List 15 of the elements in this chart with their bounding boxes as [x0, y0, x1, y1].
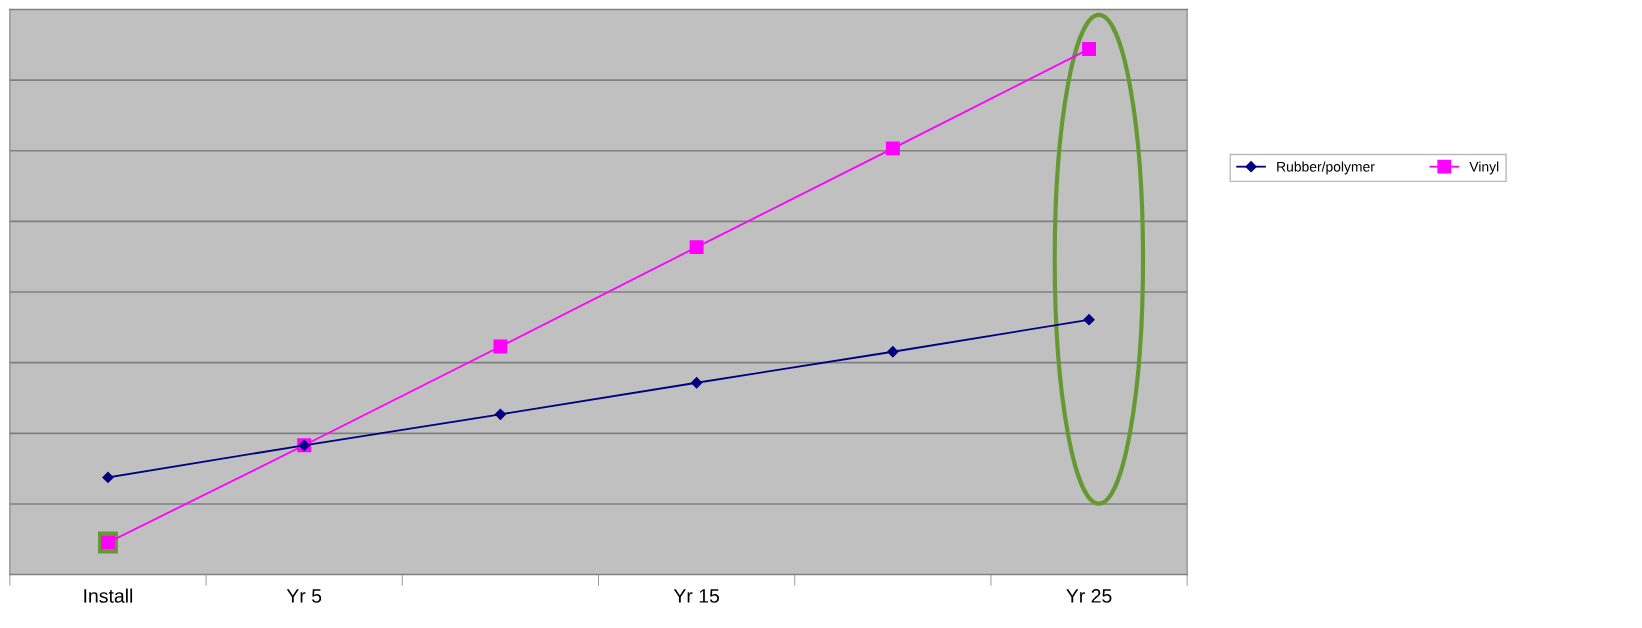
- legend-label: Vinyl: [1469, 161, 1499, 175]
- point: [494, 408, 507, 420]
- point: [493, 339, 508, 354]
- point: [1082, 42, 1097, 56]
- point: [102, 471, 114, 483]
- point: [1083, 314, 1095, 326]
- x-tick-label: Yr 15: [673, 589, 720, 603]
- point: [691, 377, 703, 389]
- point: [887, 346, 899, 358]
- x-tick-label: Yr 5: [286, 589, 322, 603]
- point: [885, 141, 900, 156]
- x-tick-label: Install: [84, 588, 133, 603]
- legend-label: Rubber/polymer: [1277, 161, 1375, 175]
- point: [689, 240, 704, 255]
- x-tick-label: Yr 25: [1066, 589, 1112, 603]
